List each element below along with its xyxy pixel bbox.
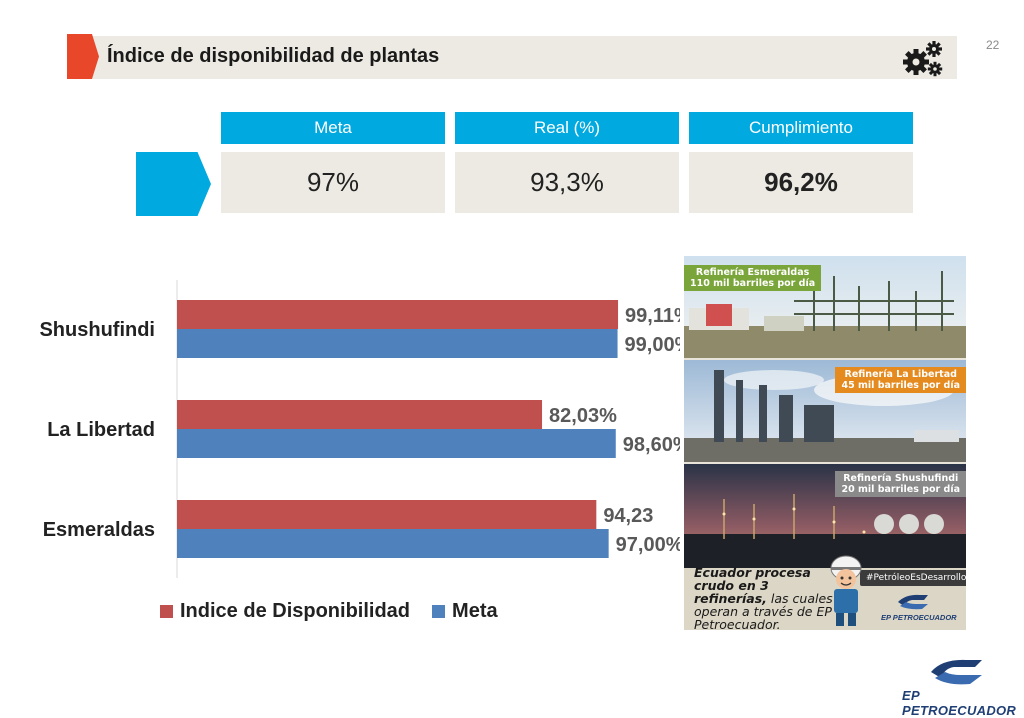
tag-la-libertad: Refinería La Libertad 45 mil barriles po… — [835, 367, 966, 393]
bar-indice-shushufindi — [177, 300, 619, 329]
data-label-indice-shushufindi: 99,11% — [625, 305, 680, 327]
chart-legend: Indice de Disponibilidad Meta — [160, 598, 520, 624]
kpi-header-real: Real (%) — [455, 112, 679, 144]
photo-refineria-shushufindi: Refinería Shushufindi 20 mil barriles po… — [684, 464, 966, 568]
data-label-meta-esmeraldas: 97,00% — [616, 534, 680, 556]
title-bar — [67, 36, 957, 79]
kpi-value-meta: 97% — [221, 152, 445, 213]
caption-bold: Ecuador procesa crudo en 3 refinerías, — [694, 565, 811, 606]
bar-indice-esmeraldas — [177, 500, 597, 529]
refinery-photo-shushufindi — [684, 464, 966, 568]
data-label-indice-esmeraldas: 94,23 — [603, 505, 653, 527]
legend-item-indice: Indice de Disponibilidad — [160, 600, 410, 623]
photo-refineria-esmeraldas: Refinería Esmeraldas 110 mil barriles po… — [684, 256, 966, 358]
kpi-header-meta: Meta — [221, 112, 445, 144]
tag-shushufindi: Refinería Shushufindi 20 mil barriles po… — [835, 471, 966, 497]
legend-label-indice: Indice de Disponibilidad — [180, 599, 411, 622]
bar-meta-la-libertad — [177, 429, 616, 458]
bar-indice-la-libertad — [177, 400, 543, 429]
photo-refineria-la-libertad: Refinería La Libertad 45 mil barriles po… — [684, 360, 966, 462]
kpi-value-cumplimiento: 96,2% — [689, 152, 913, 213]
petroecuador-logo-icon — [931, 659, 982, 685]
petroecuador-logo-text: EP PETROECUADOR — [902, 688, 1017, 718]
small-logo-text: EP PETROECUADOR — [881, 613, 957, 622]
bar-meta-esmeraldas — [177, 529, 609, 558]
tag-la-libertad-name: Refinería La Libertad — [844, 369, 957, 380]
title-accent-arrow — [67, 34, 99, 79]
legend-item-meta: Meta — [432, 600, 498, 623]
caption-rest: las cuales operan a través de EP Petroec… — [694, 591, 833, 630]
refineries-infographic: Refinería Esmeraldas 110 mil barriles po… — [684, 256, 966, 630]
kpi-arrow — [136, 152, 211, 216]
tag-esmeraldas: Refinería Esmeraldas 110 mil barriles po… — [684, 265, 822, 291]
category-label-la-libertad: La Libertad — [47, 419, 155, 441]
bar-meta-shushufindi — [177, 329, 618, 358]
small-petroecuador-logo-icon — [898, 594, 928, 610]
gears-icon — [903, 41, 943, 77]
availability-bar-chart: Shushufindi 99,11% 99,00% La Libertad 82,03%… — [39, 280, 680, 578]
infographic-caption: Ecuador procesa crudo en 3 refinerías, l… — [694, 566, 834, 630]
legend-swatch-meta — [432, 604, 446, 618]
tag-esmeraldas-name: Refinería Esmeraldas — [695, 267, 810, 278]
data-label-meta-shushufindi: 99,00% — [625, 334, 680, 356]
legend-swatch-indice — [160, 604, 173, 618]
data-label-indice-la-libertad: 82,03% — [549, 405, 617, 427]
tag-esmeraldas-capacity: 110 mil barriles por día — [690, 278, 816, 289]
tag-shushufindi-capacity: 20 mil barriles por día — [841, 484, 960, 495]
category-label-esmeraldas: Esmeraldas — [43, 519, 155, 541]
category-label-shushufindi: Shushufindi — [39, 319, 155, 341]
data-label-meta-la-libertad: 98,60% — [623, 434, 680, 456]
refinery-photo-esmeraldas — [684, 256, 966, 358]
slide-title: Índice de disponibilidad de plantas — [107, 45, 440, 67]
tag-shushufindi-name: Refinería Shushufindi — [843, 473, 959, 484]
kpi-header-cumplimiento: Cumplimiento — [689, 112, 913, 144]
page-number: 22 — [986, 38, 1000, 52]
tag-la-libertad-capacity: 45 mil barriles por día — [841, 380, 960, 391]
hashtag-badge: #PetróleoEsDesarrollo — [860, 570, 966, 586]
legend-label-meta: Meta — [452, 599, 498, 622]
kpi-value-real: 93,3% — [455, 152, 679, 213]
mascot-icon — [830, 555, 862, 626]
